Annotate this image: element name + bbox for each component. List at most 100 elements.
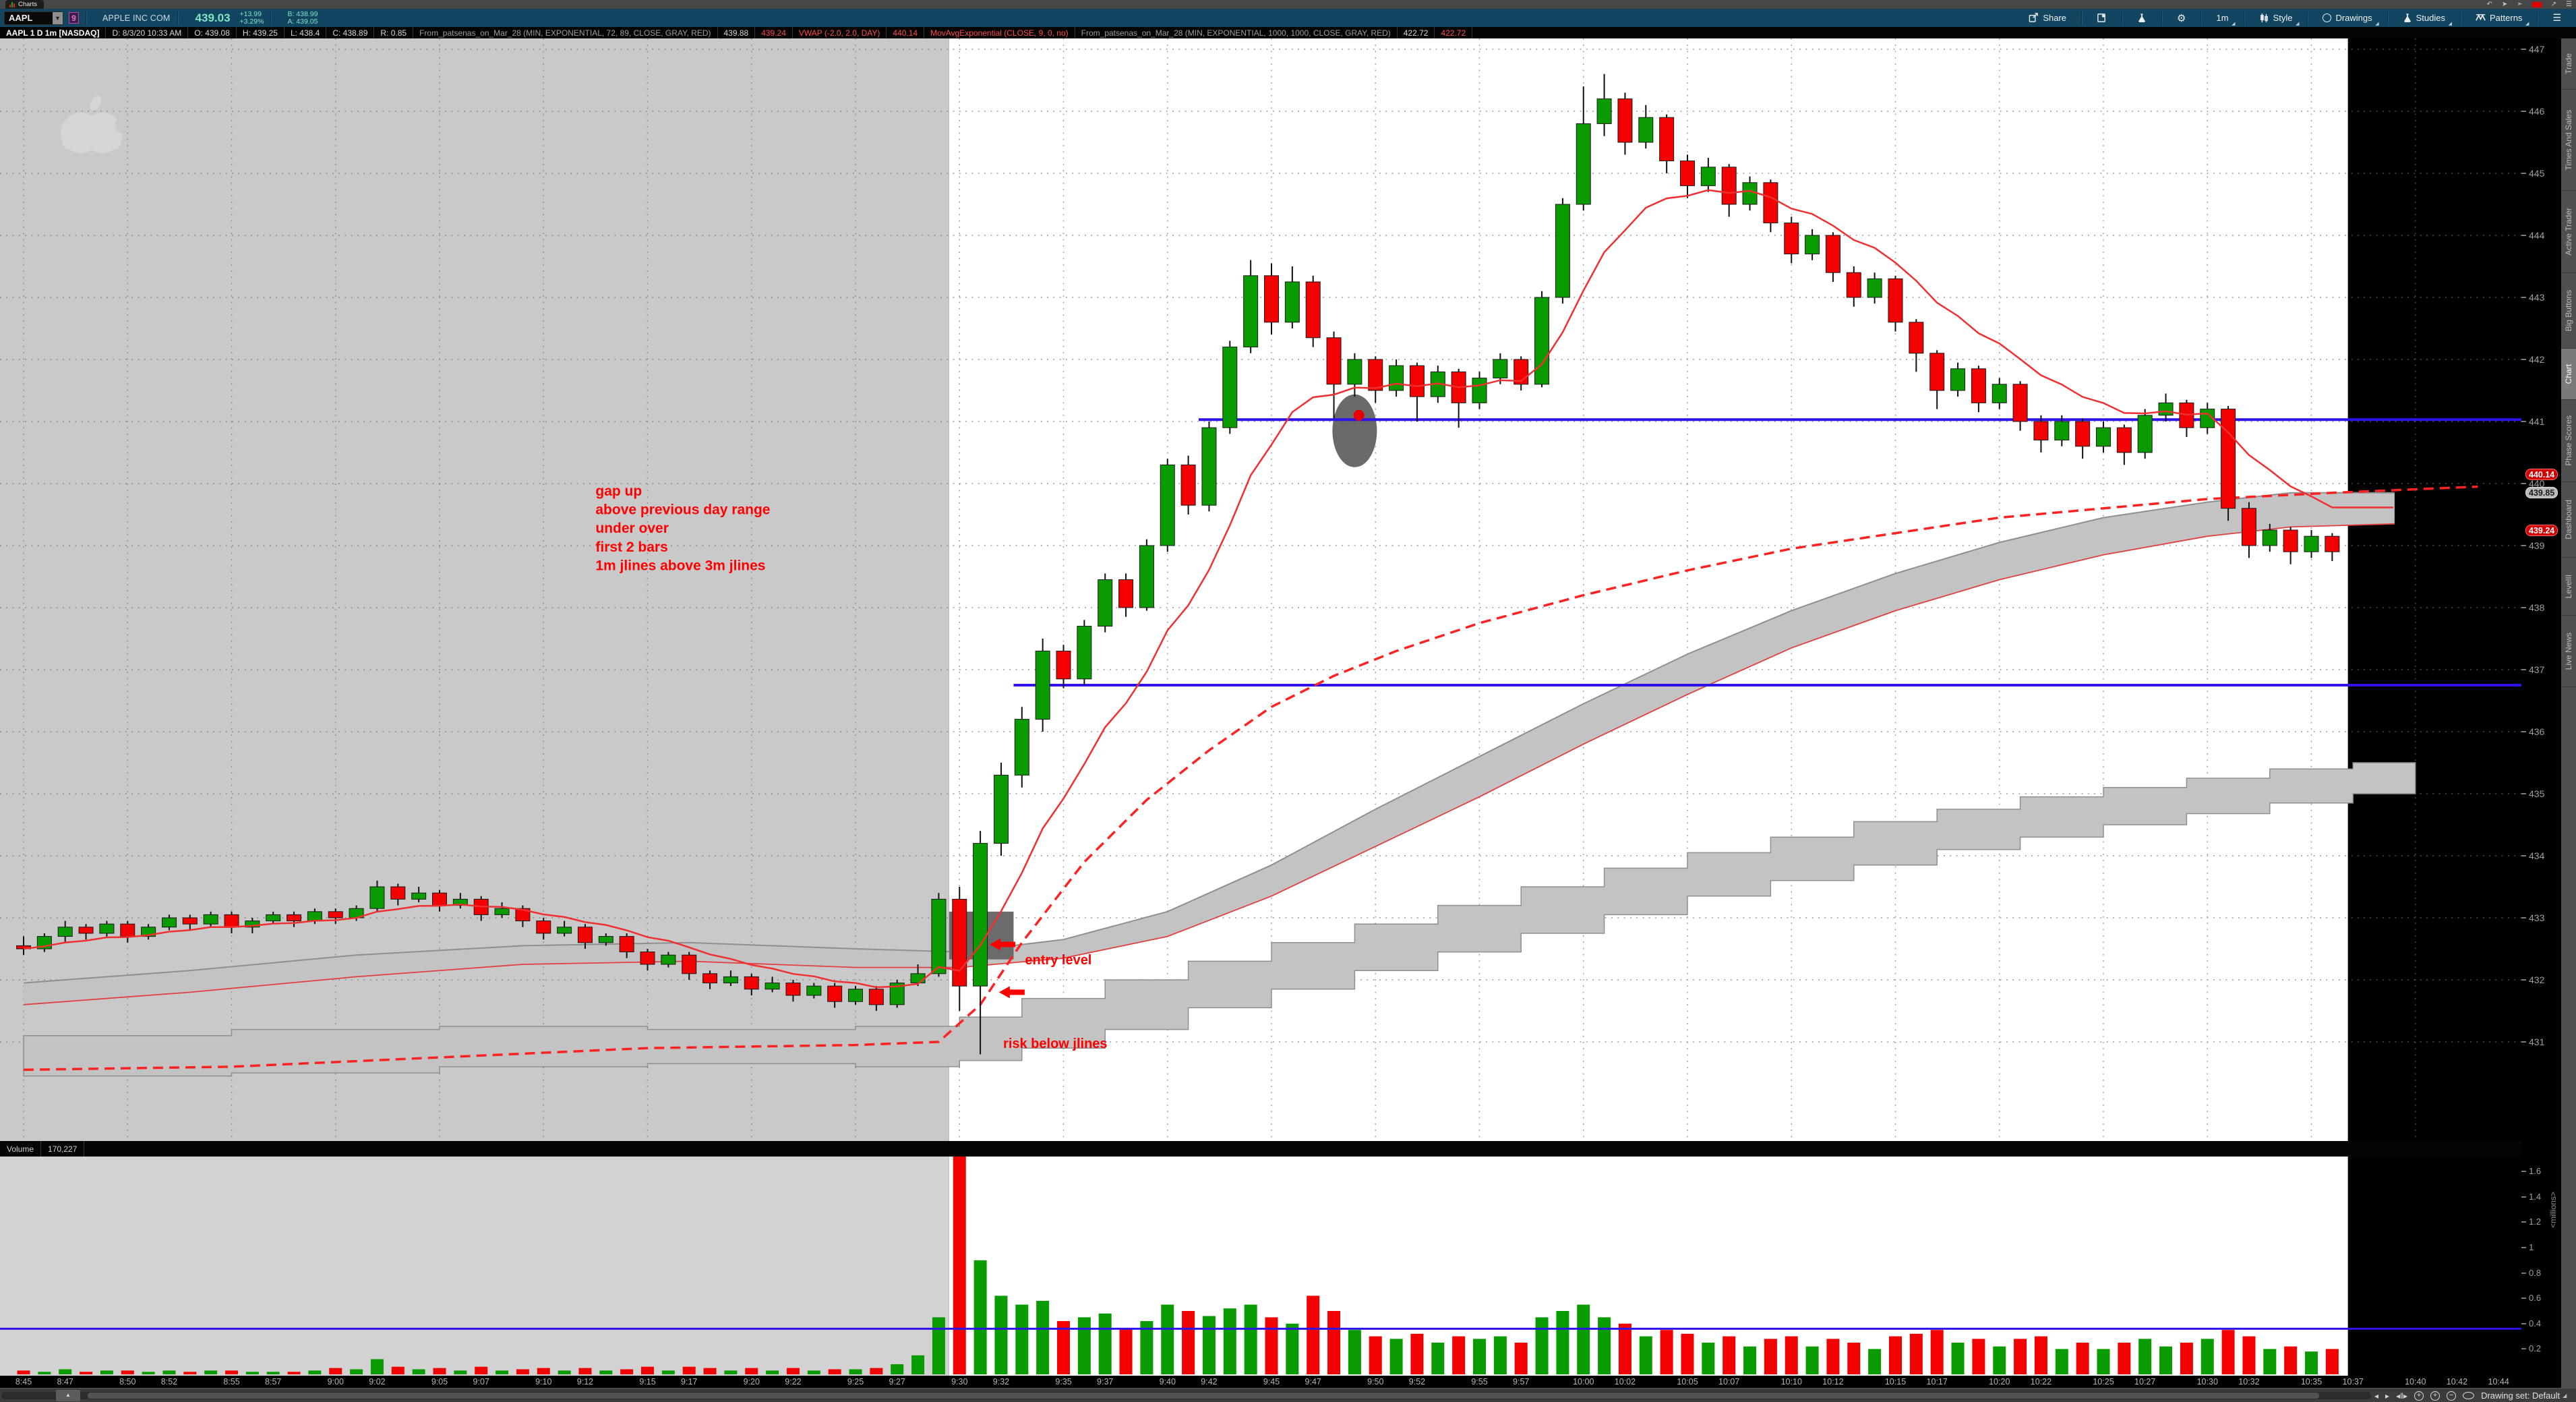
price-tick xyxy=(2521,483,2526,484)
drawings-button[interactable]: Drawings ◢ xyxy=(2314,9,2380,27)
gadget-tab-levelii[interactable]: LevelII xyxy=(2561,558,2576,616)
gadget-tab-label: Trade xyxy=(2564,53,2573,74)
gadget-tab-live-news[interactable]: Live News xyxy=(2561,616,2576,687)
header-segment: 439.88 xyxy=(718,27,756,38)
change-stack: +13.99 +3.29% xyxy=(239,9,264,26)
panel-menu-icon[interactable]: ☰ xyxy=(2566,1,2572,8)
price-tick-label: 437 xyxy=(2529,664,2545,675)
time-tick-label: 9:55 xyxy=(1471,1377,1488,1386)
price-tick-label: 445 xyxy=(2529,168,2545,179)
price-tick xyxy=(2521,1041,2526,1043)
price-tick xyxy=(2521,607,2526,608)
crosshair-icon[interactable]: + xyxy=(2414,1391,2424,1401)
expand-pane-button[interactable]: ▲ xyxy=(56,1390,80,1401)
price-axis[interactable]: <millions> 447 446 445 444 443 442 441 440 439 43… xyxy=(2521,38,2561,1388)
gadget-tab-trade[interactable]: Trade xyxy=(2561,38,2576,90)
symbol-toolbar: AAPL ▼ 9 APPLE INC COM 439.03 +13.99 +3.… xyxy=(0,9,2576,27)
scroll-left-icon[interactable]: ◂ xyxy=(2374,1391,2379,1401)
time-tick-label: 9:30 xyxy=(951,1377,968,1386)
gadget-tab-active-trader[interactable]: Active Trader xyxy=(2561,191,2576,273)
price-chart-pane[interactable]: gap up above previous day range under over… xyxy=(0,38,2521,1141)
entry-level-text[interactable]: entry level xyxy=(1025,953,1091,968)
price-tick xyxy=(2521,669,2526,670)
time-tick-label: 9:20 xyxy=(743,1377,760,1386)
time-tick-label: 9:07 xyxy=(473,1377,489,1386)
gadget-tab-chart[interactable]: Chart xyxy=(2561,349,2576,400)
header-segment: D: 8/3/20 10:33 AM xyxy=(106,27,189,38)
gadget-tab-label: Active Trader xyxy=(2564,208,2573,256)
gadget-tab-big-buttons[interactable]: Big Buttons xyxy=(2561,273,2576,349)
volume-chart-pane[interactable] xyxy=(0,1157,2521,1376)
time-tick-label: 9:22 xyxy=(785,1377,802,1386)
drawing-set-label: Drawing set: Default xyxy=(2481,1391,2560,1401)
time-tick-label: 9:45 xyxy=(1263,1377,1280,1386)
risk-text[interactable]: risk below jlines xyxy=(1003,1036,1108,1051)
tab-charts[interactable]: Charts xyxy=(5,0,44,9)
price-tick xyxy=(2521,49,2526,50)
analyze-button[interactable] xyxy=(2129,9,2155,27)
studies-button[interactable]: Studies ◢ xyxy=(2395,9,2453,27)
zoom-out-icon[interactable]: − xyxy=(2447,1391,2457,1401)
header-segment: From_patsenas_on_Mar_28 (MIN, EXPONENTIA… xyxy=(413,27,718,38)
time-tick-label: 8:47 xyxy=(57,1377,73,1386)
change-value: +13.99 xyxy=(239,9,262,18)
charts-tab-label: Charts xyxy=(18,1,37,8)
draw-cursor-icon[interactable]: ➣ xyxy=(2517,1,2523,8)
gadget-tab-phase-scores[interactable]: Phase Scores xyxy=(2561,400,2576,482)
note-text[interactable]: first 2 bars xyxy=(595,539,667,555)
zoom-in-icon[interactable]: + xyxy=(2430,1391,2440,1401)
note-text[interactable]: gap up xyxy=(595,484,642,499)
patterns-button[interactable]: Patterns ◢ xyxy=(2467,9,2530,27)
company-name: APPLE INC COM xyxy=(102,13,171,23)
scroll-right-icon[interactable]: ▸ xyxy=(2385,1391,2390,1401)
style-button[interactable]: Style ◢ xyxy=(2251,9,2301,27)
pointer-icon[interactable]: ↗ xyxy=(2550,1,2557,8)
gear-icon: ⚙ xyxy=(2177,12,2186,24)
timeframe-button[interactable]: 1m ◢ xyxy=(2216,13,2236,26)
time-tick-label: 10:00 xyxy=(1573,1377,1594,1386)
entry-dot[interactable] xyxy=(1353,409,1365,421)
annotation-arrow[interactable] xyxy=(989,938,1015,951)
right-gadget-tabs: Trade Times And Sales Active Trader Big But… xyxy=(2561,38,2576,1388)
note-text[interactable]: under over xyxy=(595,521,669,536)
gadget-tab-dashboard[interactable]: Dashboard xyxy=(2561,482,2576,558)
price-tick-label: 444 xyxy=(2529,230,2545,241)
note-text[interactable]: 1m jlines above 3m jlines xyxy=(595,558,765,573)
price-tick-label: 438 xyxy=(2529,602,2545,613)
time-tick-label: 9:42 xyxy=(1201,1377,1218,1386)
gadget-tab-label: LevelII xyxy=(2564,574,2573,599)
expansion-background xyxy=(2347,38,2521,1141)
bid-value: B: 438.99 xyxy=(287,9,318,18)
gadget-tab-times-and-sales[interactable]: Times And Sales xyxy=(2561,90,2576,191)
chart-scrollbar[interactable] xyxy=(1,1392,2371,1399)
time-tick-label: 9:05 xyxy=(431,1377,448,1386)
share-button[interactable]: Share xyxy=(2020,9,2074,27)
time-tick-label: 9:35 xyxy=(1055,1377,1072,1386)
ellipse-tool-icon[interactable] xyxy=(2463,1392,2475,1399)
annotation-arrow[interactable] xyxy=(998,986,1025,999)
price-tick-label: 435 xyxy=(2529,788,2545,799)
time-axis[interactable]: 8:45 8:47 8:50 8:52 8:55 8:57 9:00 9:02 9:05 9:07… xyxy=(0,1376,2561,1388)
chart-menu-button[interactable]: ☰ xyxy=(2544,9,2569,27)
chart-scrollbar-handle[interactable] xyxy=(88,1393,2319,1399)
symbol-value: AAPL xyxy=(9,13,33,23)
price-tick xyxy=(2521,111,2526,112)
header-segment: AAPL 1 D 1m [NASDAQ] xyxy=(0,27,107,38)
symbol-dropdown-icon[interactable]: ▼ xyxy=(53,11,63,24)
onenote-button[interactable] xyxy=(2089,9,2115,27)
volume-pane-header: Volume 170,227 xyxy=(0,1141,2521,1157)
gadget-tab-label: Phase Scores xyxy=(2564,415,2573,466)
drawing-set-selector[interactable]: Drawing set: Default ◢ xyxy=(2481,1391,2567,1401)
cursor-icon[interactable]: ➤ xyxy=(2501,1,2508,8)
highlight-ellipse[interactable] xyxy=(1332,394,1377,467)
symbol-input[interactable]: AAPL ▼ xyxy=(4,11,63,25)
header-segment: L: 438.4 xyxy=(284,27,327,38)
note-text[interactable]: above previous day range xyxy=(595,502,770,518)
appbar-tool-icons: ↶ ➤ ➣ ↗ ☰ xyxy=(2486,0,2572,9)
undo-icon[interactable]: ↶ xyxy=(2486,1,2492,8)
pan-icon[interactable]: ◂‖▸ xyxy=(2396,1391,2408,1401)
time-tick-label: 10:30 xyxy=(2196,1377,2218,1386)
settings-button[interactable]: ⚙ xyxy=(2169,9,2194,27)
color-swatch[interactable] xyxy=(2532,1,2542,7)
time-tick-label: 9:37 xyxy=(1097,1377,1114,1386)
